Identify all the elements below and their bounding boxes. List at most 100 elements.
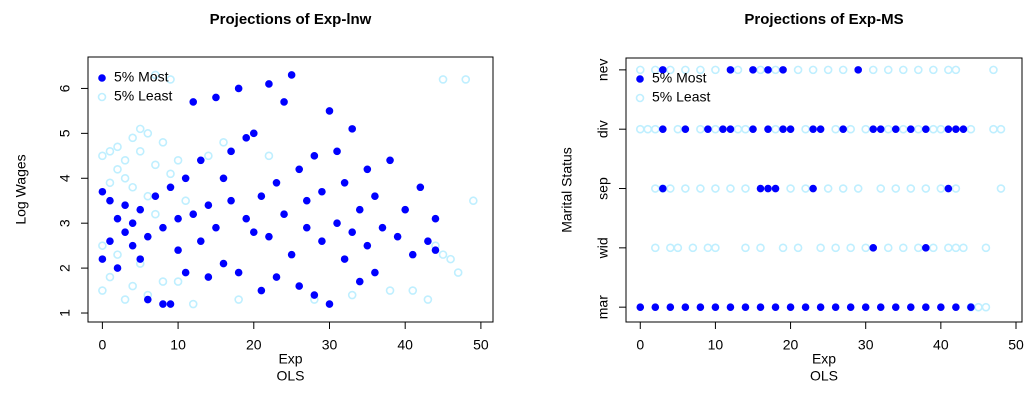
point: [257, 192, 266, 201]
point: [952, 303, 960, 311]
x-axis-sublabel: OLS: [276, 368, 304, 384]
point: [227, 196, 235, 205]
point: [120, 295, 130, 304]
point: [756, 243, 765, 253]
point: [438, 250, 448, 259]
point: [347, 290, 357, 300]
legend-marker: [97, 92, 107, 102]
legend-label: 5% Most: [652, 70, 707, 86]
point: [318, 237, 326, 245]
point: [204, 273, 213, 281]
point: [151, 192, 160, 201]
point: [385, 286, 395, 295]
point: [348, 228, 356, 236]
point: [793, 65, 803, 75]
point: [438, 75, 448, 84]
y-tick-label: sep: [595, 177, 611, 200]
point: [401, 205, 409, 214]
point: [446, 254, 455, 264]
point: [779, 125, 787, 133]
point: [135, 147, 145, 156]
point: [431, 246, 440, 254]
point: [937, 303, 945, 311]
point: [113, 214, 122, 223]
point: [280, 210, 288, 219]
x-axis-sublabel: OLS: [810, 368, 838, 384]
point: [959, 125, 968, 133]
chart-title: Projections of Exp-lnw: [210, 11, 372, 28]
point: [846, 243, 855, 253]
point: [726, 125, 735, 133]
point: [302, 223, 311, 232]
point: [174, 214, 182, 223]
point: [295, 165, 304, 174]
point: [959, 243, 968, 253]
point: [906, 184, 916, 193]
point: [839, 125, 847, 133]
y-axis-label: Marital Status: [559, 147, 575, 233]
point: [764, 125, 772, 133]
point: [635, 65, 645, 75]
point: [181, 196, 190, 206]
point: [143, 191, 153, 201]
point: [733, 65, 743, 75]
point: [846, 303, 855, 311]
point: [996, 184, 1006, 193]
plot-frame: [625, 57, 1023, 323]
point: [914, 243, 923, 253]
point: [823, 184, 833, 193]
point: [838, 65, 848, 75]
point: [741, 124, 750, 134]
point: [113, 264, 122, 272]
point: [105, 178, 115, 188]
point: [719, 125, 727, 133]
point: [219, 174, 228, 183]
point: [666, 65, 675, 75]
point: [876, 303, 885, 311]
point: [272, 273, 281, 281]
points: [635, 65, 1006, 312]
point: [196, 237, 205, 245]
point: [929, 65, 938, 75]
point: [981, 302, 991, 312]
point: [113, 250, 122, 259]
point: [174, 246, 182, 254]
point: [635, 124, 645, 134]
x-tick-label: 30: [322, 337, 338, 353]
y-tick-label: nev: [595, 59, 611, 82]
point: [173, 277, 183, 286]
point: [996, 124, 1006, 134]
point: [801, 303, 810, 311]
point: [711, 124, 720, 134]
point: [914, 124, 923, 134]
point: [688, 243, 698, 253]
point: [861, 303, 870, 311]
point: [749, 66, 757, 74]
point: [891, 125, 900, 133]
point: [204, 201, 213, 210]
point: [944, 125, 953, 133]
point: [929, 243, 938, 253]
point: [786, 184, 795, 193]
point: [681, 184, 690, 193]
point: [234, 84, 243, 93]
point: [741, 303, 750, 311]
y-tick-label: div: [595, 120, 611, 138]
point: [944, 65, 953, 75]
point: [704, 125, 712, 133]
x-axis-label: Exp: [278, 351, 302, 367]
point: [756, 65, 765, 75]
point: [363, 241, 372, 250]
point: [212, 93, 220, 102]
point: [136, 205, 145, 214]
point: [876, 184, 886, 193]
point: [188, 299, 198, 309]
point: [854, 66, 862, 74]
point: [869, 125, 878, 133]
point: [386, 156, 394, 165]
y-axis-label: Log Wages: [13, 154, 29, 224]
point: [809, 184, 817, 193]
point: [944, 243, 953, 253]
legend-label: 5% Least: [652, 89, 710, 105]
